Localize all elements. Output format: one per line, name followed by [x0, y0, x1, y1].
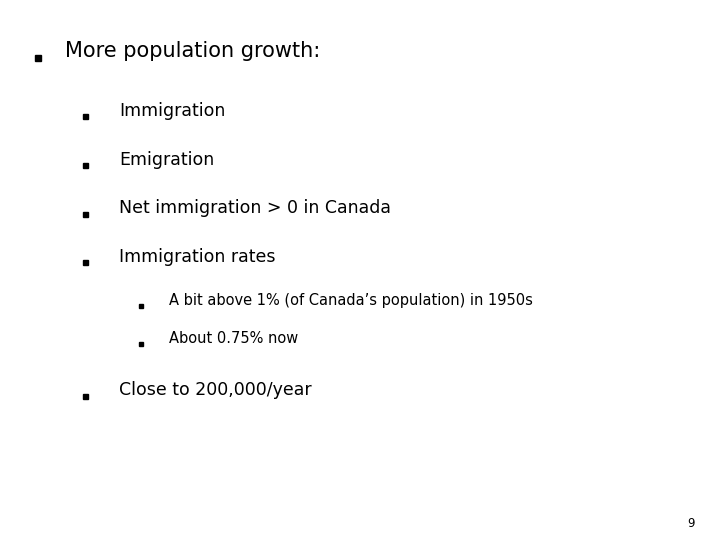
Bar — [35, 55, 41, 61]
Text: Immigration: Immigration — [119, 102, 225, 120]
Bar — [139, 342, 143, 346]
Bar — [83, 260, 88, 265]
Bar — [83, 163, 88, 168]
Text: A bit above 1% (of Canada’s population) in 1950s: A bit above 1% (of Canada’s population) … — [169, 293, 533, 308]
Bar — [83, 394, 88, 399]
Text: 9: 9 — [688, 517, 695, 530]
Text: More population growth:: More population growth: — [65, 40, 320, 60]
Bar — [83, 212, 88, 217]
Text: Close to 200,000/year: Close to 200,000/year — [119, 381, 312, 399]
Bar — [83, 114, 88, 119]
Text: Immigration rates: Immigration rates — [119, 248, 275, 266]
Text: Emigration: Emigration — [119, 151, 214, 168]
Text: About 0.75% now: About 0.75% now — [169, 331, 299, 346]
Bar — [139, 304, 143, 308]
Text: Net immigration > 0 in Canada: Net immigration > 0 in Canada — [119, 199, 391, 217]
